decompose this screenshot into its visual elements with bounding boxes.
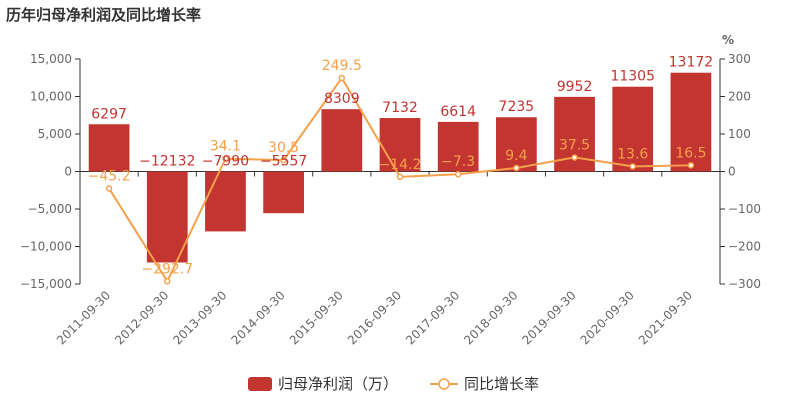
line-value-label: 34.1: [210, 139, 241, 155]
bar: [88, 124, 130, 172]
y-left-tick-label: 0: [64, 165, 72, 179]
line-value-label: −292.7: [141, 261, 193, 277]
chart-title: 历年归母净利润及同比增长率: [6, 6, 202, 24]
y-left-tick-label: −10,000: [20, 240, 72, 254]
y-left-tick-label: 10,000: [30, 90, 72, 104]
y-right-tick-label: −100: [728, 202, 761, 216]
bar: [263, 171, 304, 214]
bar: [612, 86, 654, 172]
y-right-tick-label: −300: [728, 277, 761, 291]
bar-value-label: −5557: [260, 154, 307, 170]
x-tick-label: 2014-09-30: [229, 288, 288, 347]
bar-value-label: 6614: [440, 104, 476, 120]
line-point: [396, 173, 404, 181]
line-value-label: 37.5: [559, 137, 590, 153]
line-value-label: 30.5: [268, 140, 299, 156]
x-tick-label: 2021-09-30: [636, 288, 695, 347]
line-point: [222, 155, 229, 162]
y-left-tick-label: 15,000: [30, 52, 72, 66]
x-tick-label: 2018-09-30: [461, 288, 520, 347]
y-left-tick-label: −15,000: [20, 277, 72, 291]
legend-bar-label: 归母净利润（万）: [278, 375, 398, 393]
x-tick-label: 2019-09-30: [519, 288, 578, 347]
x-tick-label: 2016-09-30: [345, 288, 404, 347]
line-point: [454, 170, 462, 178]
bar-value-label: 11305: [610, 69, 655, 85]
bar-value-label: −7990: [202, 154, 249, 170]
line-value-label: −14.2: [379, 157, 422, 173]
bar: [379, 118, 421, 172]
legend-line-label: 同比增长率: [464, 375, 539, 393]
bar-value-label: 13172: [669, 55, 714, 71]
line-value-label: −7.3: [441, 154, 475, 170]
bar-value-label: −12132: [139, 154, 195, 170]
y-right-axis-label: %: [722, 33, 734, 47]
bar: [205, 171, 246, 232]
bar-value-label: 6297: [91, 106, 127, 122]
y-left-tick-label: 5,000: [38, 127, 72, 141]
y-right-tick-label: 200: [728, 90, 751, 104]
legend-bar-swatch: [248, 377, 272, 391]
bar-value-label: 7235: [499, 99, 535, 115]
bar-value-label: 9952: [557, 79, 593, 95]
line-value-label: −45.2: [88, 168, 131, 184]
bar-value-label: 8309: [324, 91, 360, 107]
line-point: [513, 164, 520, 172]
y-right-tick-label: 100: [728, 127, 751, 141]
line-value-label: 16.5: [675, 145, 706, 161]
line-point: [571, 154, 578, 161]
legend-line-marker: [438, 378, 450, 390]
y-right-tick-label: 300: [728, 52, 751, 66]
bar: [437, 121, 479, 172]
x-tick-label: 2012-09-30: [112, 288, 171, 347]
bar: [670, 72, 712, 172]
x-tick-label: 2015-09-30: [287, 288, 346, 347]
line-point: [105, 185, 113, 192]
y-right-tick-label: 0: [728, 165, 736, 179]
bar: [496, 117, 537, 172]
line-value-label: 9.4: [505, 148, 527, 164]
line-point: [687, 162, 695, 169]
line-point: [164, 278, 171, 285]
line-value-label: 249.5: [322, 58, 362, 74]
bar: [146, 171, 188, 263]
line-point: [338, 74, 346, 82]
x-tick-label: 2013-09-30: [170, 288, 229, 347]
x-tick-label: 2017-09-30: [403, 288, 462, 347]
line-point: [280, 156, 287, 164]
y-left-tick-label: −5,000: [28, 202, 72, 216]
line-value-label: 13.6: [617, 146, 648, 162]
bar-value-label: 7132: [382, 100, 418, 116]
line-point: [629, 163, 636, 170]
x-tick-label: 2011-09-30: [54, 288, 113, 347]
x-tick-label: 2020-09-30: [578, 288, 637, 347]
y-right-tick-label: −200: [728, 240, 761, 254]
bar: [321, 109, 363, 172]
